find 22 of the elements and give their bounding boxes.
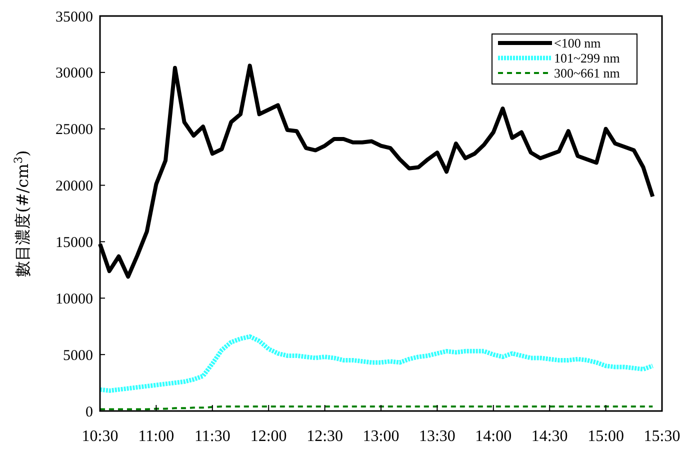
x-tick-label: 12:00 — [250, 428, 287, 445]
y-tick-label: 0 — [86, 404, 93, 420]
x-tick-label: 15:30 — [644, 428, 680, 445]
x-tick-label: 11:00 — [138, 428, 174, 445]
y-tick-label: 20000 — [56, 178, 93, 195]
x-tick-label: 15:00 — [588, 428, 624, 445]
legend-label: 101~299 nm — [554, 50, 620, 66]
x-tick-label: 13:30 — [418, 428, 456, 445]
x-tick-label: 10:30 — [82, 428, 118, 445]
x-tick-label: 13:00 — [362, 428, 400, 445]
y-tick-label: 25000 — [56, 122, 93, 138]
legend-label: 300~661 nm — [554, 66, 620, 81]
legend-label: <100 nm — [554, 36, 601, 51]
x-tick-label: 14:00 — [475, 428, 512, 445]
x-tick-label: 12:30 — [306, 428, 344, 445]
y-tick-label: 35000 — [56, 9, 93, 26]
y-tick-label: 5000 — [63, 348, 93, 364]
x-tick-label: 11:30 — [194, 428, 230, 445]
y-tick-label: 10000 — [56, 291, 93, 308]
y-tick-label: 15000 — [56, 234, 93, 251]
y-tick-label: 30000 — [56, 66, 93, 82]
x-tick-label: 14:30 — [531, 428, 568, 445]
